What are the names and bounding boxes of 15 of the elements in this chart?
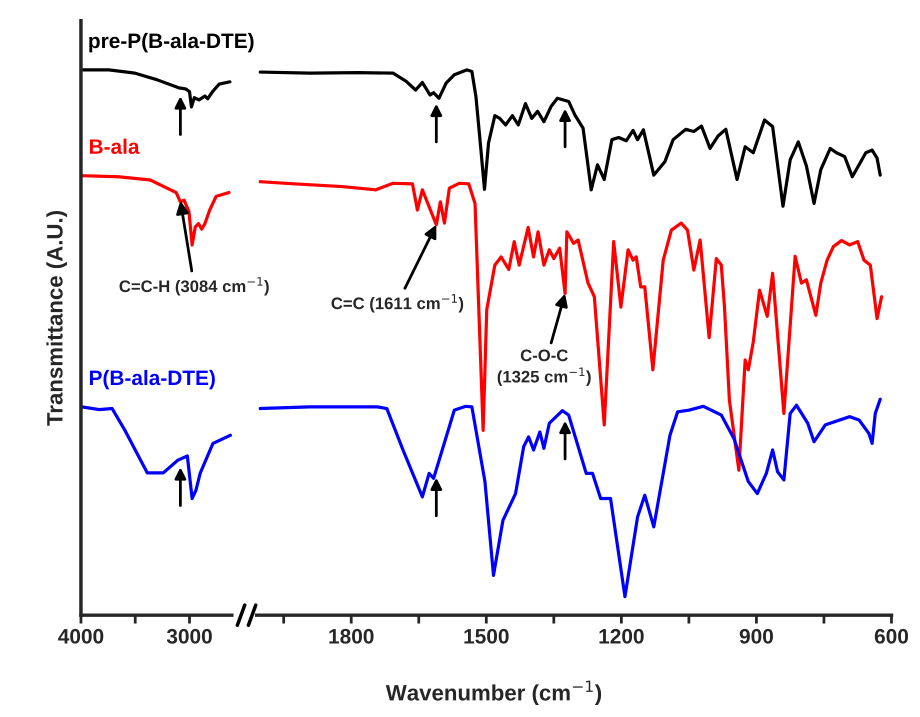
x-axis-title: Wavenumber (cm$^{−1}$) — [386, 680, 602, 706]
annotation: C-O-C (1325 cm$^{−1}$) — [498, 349, 591, 386]
x-tick-label: 3000 — [166, 628, 212, 644]
x-tick-label: 1200 — [599, 628, 644, 644]
annotation: C=C-H (3084 cm$^{−1}$) — [120, 277, 269, 296]
x-tick-label: 4000 — [58, 628, 104, 644]
series-label: pre-P(B-ala-DTE) — [89, 32, 254, 52]
x-tick-label: 600 — [874, 628, 908, 644]
y-axis-title: Transmittance (A.U.) — [46, 211, 68, 426]
x-tick-label: 900 — [740, 628, 773, 644]
annotation: C=C (1611 cm$^{−1}$) — [332, 294, 464, 313]
series-label: B-ala — [90, 138, 140, 154]
series-label: P(B-ala-DTE) — [90, 370, 215, 390]
x-tick-label: 1800 — [329, 628, 374, 644]
x-tick-label: 1500 — [464, 628, 509, 644]
